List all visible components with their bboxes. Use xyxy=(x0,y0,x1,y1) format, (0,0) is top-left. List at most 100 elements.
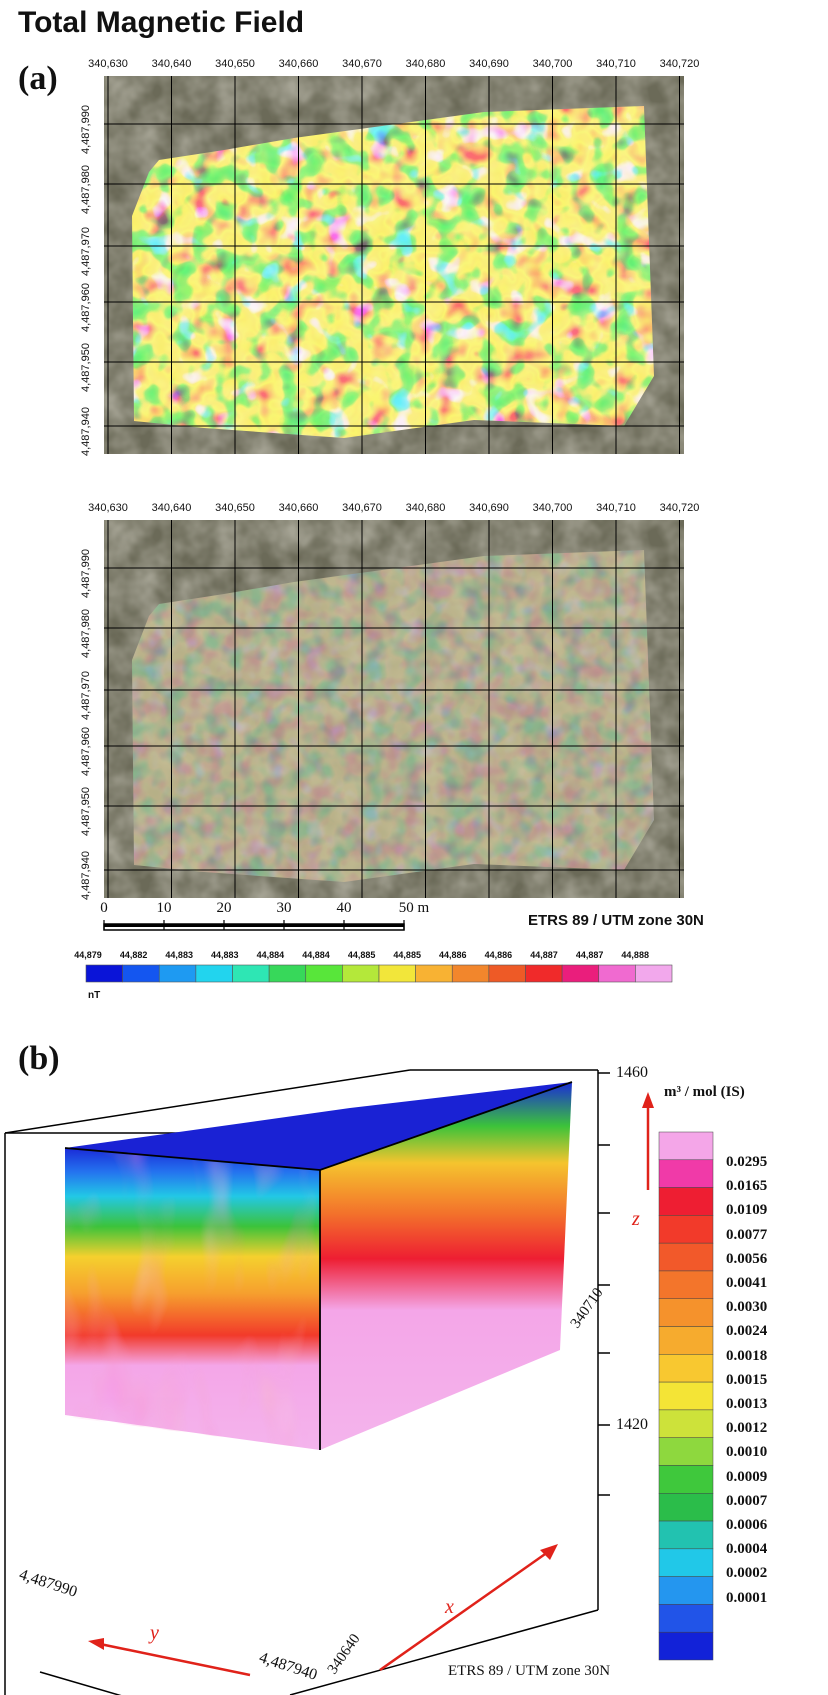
legend-swatch xyxy=(658,1576,714,1605)
scale-label: 20 xyxy=(216,900,232,916)
colorbar-label: 44,884 xyxy=(302,950,330,960)
colorbar-label: 44,883 xyxy=(211,950,239,960)
colorbar-label: 44,883 xyxy=(165,950,193,960)
legend-swatch xyxy=(658,1270,714,1299)
legend-swatch xyxy=(658,1298,714,1327)
legend-value: 0.0007 xyxy=(726,1492,768,1509)
colorbar-label: 44,887 xyxy=(575,950,604,960)
y-axis-label: y xyxy=(150,1622,159,1644)
y-tick-label: 4,487,940 xyxy=(80,407,92,456)
colorbar-swatch xyxy=(451,964,490,983)
panel-a-label: (a) xyxy=(18,60,58,97)
legend-value: 0.0056 xyxy=(726,1250,768,1267)
y-tick-label: 4,487,990 xyxy=(80,105,92,154)
colorbar-swatch xyxy=(378,964,416,983)
y-tick-label: 4,487,960 xyxy=(80,283,92,332)
scale-label: 0 xyxy=(100,900,108,916)
z-tick-1420: 1420 xyxy=(616,1416,648,1433)
colorbar-swatch xyxy=(598,964,636,983)
colorbar-swatch xyxy=(635,964,673,983)
legend-value: 0.0295 xyxy=(726,1154,768,1170)
scale-bar xyxy=(103,920,405,931)
x-tick-label: 340,720 xyxy=(659,58,700,70)
colorbar-swatch xyxy=(122,964,160,983)
colorbar-swatch xyxy=(488,964,526,983)
legend-swatch xyxy=(658,1326,714,1355)
legend-swatch xyxy=(658,1465,714,1494)
colorbar-label: 44,879 xyxy=(74,950,102,960)
susceptibility-colorbar xyxy=(658,1131,714,1661)
y-tick-label: 4,487,950 xyxy=(80,787,92,836)
legend-swatch xyxy=(658,1131,714,1161)
legend-value: 0.0012 xyxy=(726,1420,768,1437)
colorbar-label: 44,885 xyxy=(347,950,376,960)
x-tick-label: 340,630 xyxy=(88,502,128,514)
x-tick-label: 340,680 xyxy=(405,58,446,70)
scale-label: 50 m xyxy=(398,900,430,916)
y-tick-label: 4,487,970 xyxy=(80,671,92,720)
legend-value: 0.0010 xyxy=(726,1444,768,1461)
legend-value: 0.0109 xyxy=(726,1202,768,1219)
x-tick-label: 340,650 xyxy=(215,502,255,514)
legend-value: 0.0004 xyxy=(726,1541,768,1558)
legend-value: 0.0077 xyxy=(726,1226,768,1243)
colorbar-swatch xyxy=(561,964,600,983)
y-tick-label: 4,487,980 xyxy=(80,609,92,658)
scale-label: 40 xyxy=(336,900,352,916)
colorbar-swatch xyxy=(525,964,563,983)
colorbar-swatch xyxy=(342,964,380,983)
crs-label-b: ETRS 89 / UTM zone 30N xyxy=(448,1663,611,1679)
x-tick-label: 340,660 xyxy=(278,502,319,514)
magnetic-map-overlay-svg xyxy=(104,520,684,898)
legend-swatch xyxy=(658,1215,714,1244)
x-tick-label: 340,710 xyxy=(596,58,636,70)
colorbar-swatch xyxy=(415,964,453,983)
y-tick-label: 4,487,970 xyxy=(80,227,92,276)
magnetic-map-top xyxy=(104,76,684,454)
legend-swatch xyxy=(658,1493,714,1522)
colorbar-swatch xyxy=(195,964,233,983)
x-tick-label: 340,700 xyxy=(532,502,573,514)
x-tick-label: 340,630 xyxy=(88,58,128,70)
x-tick-label: 340,680 xyxy=(405,502,446,514)
x-tick-label: 340,700 xyxy=(532,58,573,70)
legend-swatch xyxy=(658,1381,714,1411)
legend-swatch xyxy=(658,1159,714,1188)
colorbar-swatch xyxy=(305,964,343,983)
legend-value: 0.0001 xyxy=(726,1589,768,1606)
colorbar-unit: nT xyxy=(88,990,101,1001)
colorbar-label: 44,886 xyxy=(484,950,513,960)
legend-swatch xyxy=(658,1354,714,1383)
legend-value: 0.0041 xyxy=(726,1275,768,1291)
legend-value: 0.0015 xyxy=(726,1371,768,1388)
x-tick-label: 340,670 xyxy=(342,502,382,514)
colorbar-label: 44,887 xyxy=(530,950,558,960)
magnetic-map-top-svg xyxy=(104,76,684,454)
x-tick-label: 340,670 xyxy=(342,58,382,70)
colorbar-label: 44,885 xyxy=(393,950,421,960)
susceptibility-3d-block xyxy=(4,1069,654,1695)
y-tick-label: 4,487,990 xyxy=(80,549,92,598)
legend-value: 0.0018 xyxy=(726,1347,768,1364)
panel-b-label: (b) xyxy=(18,1040,60,1077)
crs-label-a: ETRS 89 / UTM zone 30N xyxy=(528,912,704,929)
scale-label: 30 xyxy=(276,900,292,916)
legend-value: 0.0165 xyxy=(726,1178,768,1195)
legend-value: 0.0030 xyxy=(726,1299,768,1316)
y-tick-label: 4,487,950 xyxy=(80,343,92,392)
legend-swatch xyxy=(658,1604,714,1633)
x-tick-label: 340,660 xyxy=(278,58,319,70)
legend-swatch xyxy=(658,1437,714,1466)
z-axis-label: z xyxy=(632,1208,640,1230)
y-tick-label: 4,487,980 xyxy=(80,165,92,214)
x-tick-label: 340,710 xyxy=(596,502,636,514)
legend-swatch xyxy=(658,1242,714,1272)
x-axis-label: x xyxy=(445,1596,454,1618)
legend-value: 0.0002 xyxy=(726,1565,768,1582)
figure-title: Total Magnetic Field xyxy=(18,6,305,39)
y-tick-label: 4,487,960 xyxy=(80,727,92,776)
y-tick-label: 4,487,940 xyxy=(80,851,92,900)
colorbar-swatch xyxy=(158,964,197,983)
colorbar-swatch xyxy=(268,964,307,983)
colorbar-swatch xyxy=(232,964,270,983)
